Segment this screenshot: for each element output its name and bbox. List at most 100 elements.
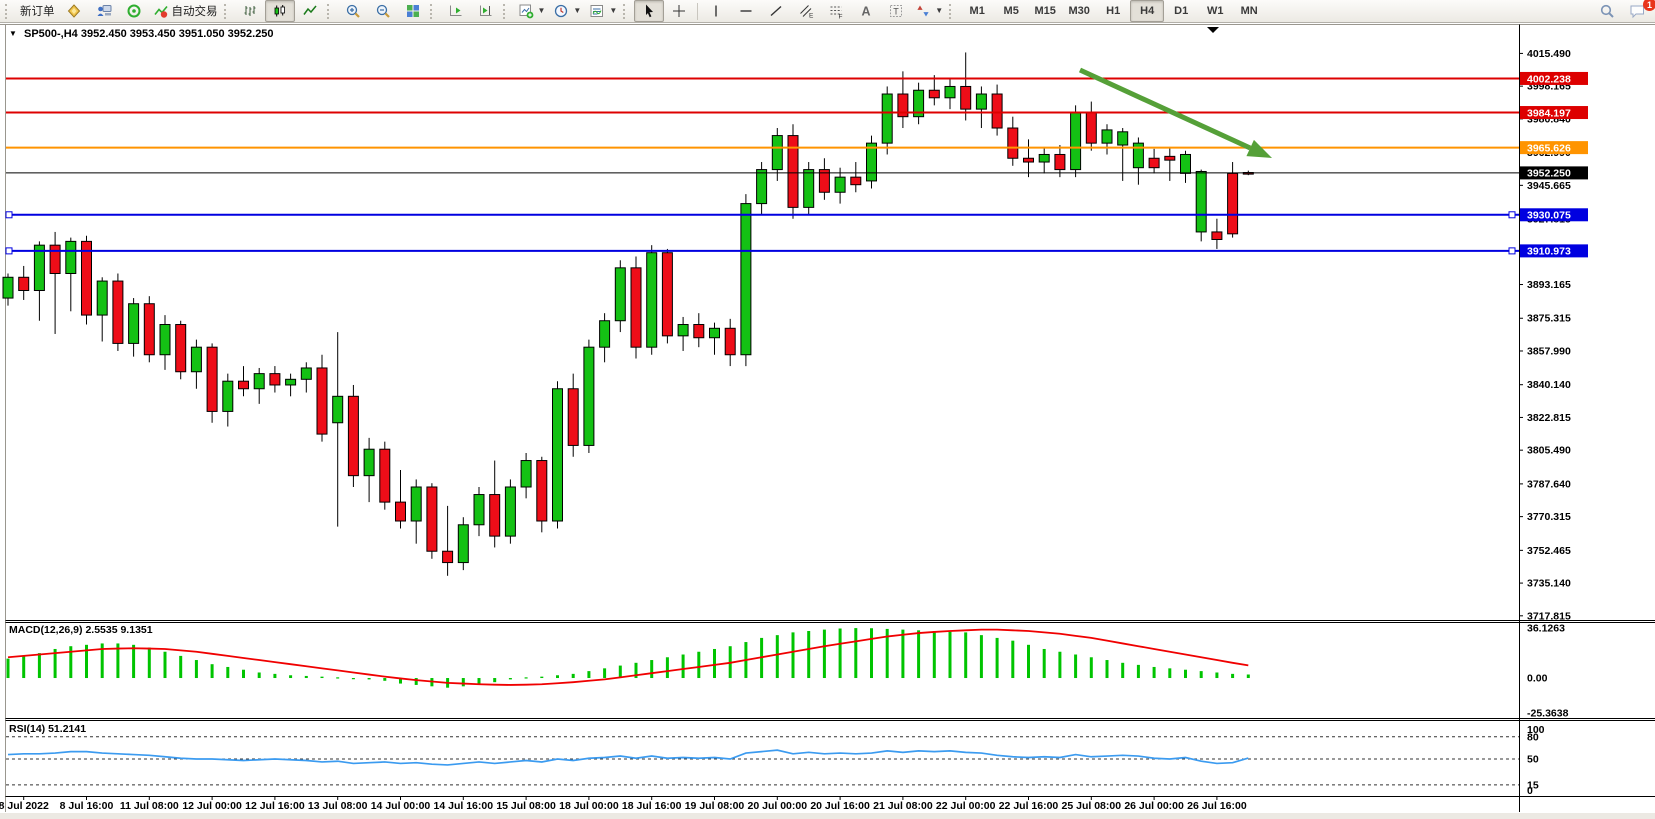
candlestick-series	[2, 52, 1254, 576]
search-icon	[1600, 4, 1614, 18]
macd-pane	[6, 628, 1250, 688]
periodicity-button[interactable]: ▼	[549, 0, 585, 22]
chart-background	[0, 23, 1655, 819]
text-tool-button[interactable]: A	[851, 0, 881, 22]
chart-title: ▼ SP500-,H4 3952.450 3953.450 3951.050 3…	[9, 28, 274, 40]
svg-text:3952.250: 3952.250	[1527, 168, 1571, 180]
clock-icon	[555, 4, 568, 18]
chat-button[interactable]: 1	[1622, 0, 1655, 22]
cursor-button[interactable]	[634, 0, 665, 22]
svg-text:100: 100	[1527, 724, 1545, 736]
arrows-tool-button[interactable]: ▼	[911, 0, 947, 22]
new-chart-button[interactable]: ▼	[514, 0, 550, 22]
horizontal-line-tool-button[interactable]	[731, 0, 761, 22]
dropdown-caret-icon: ▼	[537, 6, 546, 15]
new-order-button[interactable]: 新订单	[16, 0, 59, 22]
toolbar-drag-handle[interactable]	[326, 3, 334, 19]
svg-text:-25.3638: -25.3638	[1527, 708, 1569, 720]
bar-chart-button[interactable]	[235, 0, 265, 22]
svg-text:0.00: 0.00	[1527, 673, 1548, 685]
svg-text:3910.973: 3910.973	[1527, 246, 1571, 258]
timeframe-button-M1[interactable]: M1	[969, 5, 985, 17]
text-label-tool-button[interactable]: T	[881, 0, 911, 22]
svg-text:26 Jul 00:00: 26 Jul 00:00	[1124, 800, 1184, 812]
horizontal-line-icon	[740, 10, 752, 12]
chart-shift-button[interactable]	[471, 0, 501, 22]
toolbar-drag-handle[interactable]	[5, 3, 12, 19]
timeframe-button-M30[interactable]: M30	[1068, 5, 1090, 17]
price-badge	[1520, 208, 1588, 222]
candlestick-chart-button[interactable]	[264, 0, 295, 22]
svg-text:0: 0	[1527, 785, 1533, 797]
dropdown-caret-icon: ▼	[573, 6, 582, 15]
gold-seal-icon	[67, 4, 80, 18]
price-badge	[1520, 244, 1588, 258]
autotrading-button[interactable]: 自动交易	[149, 0, 222, 22]
toolbar-drag-handle[interactable]	[949, 3, 956, 19]
line-chart-icon	[302, 5, 317, 15]
line-handle	[1508, 211, 1516, 219]
terminal-person-icon	[97, 5, 111, 16]
text-label-icon: T	[890, 5, 903, 17]
timeframe-button-MN[interactable]: MN	[1240, 5, 1258, 17]
channel-tool-button[interactable]: E	[791, 0, 821, 22]
notification-badge: 1	[1643, 0, 1655, 11]
auto-scroll-button[interactable]	[441, 0, 471, 22]
fibonacci-tool-button[interactable]: F	[821, 0, 851, 22]
timeframe-button-D1[interactable]: D1	[1174, 5, 1189, 17]
svg-text:50: 50	[1527, 754, 1539, 766]
main-toolbar: 新订单 自动交易	[0, 0, 1655, 23]
gold-seal-button[interactable]	[59, 0, 89, 22]
line-handle	[5, 211, 13, 219]
line-chart-button[interactable]	[295, 0, 325, 22]
search-button[interactable]	[1592, 0, 1622, 22]
tile-windows-button[interactable]	[398, 0, 428, 22]
terminal-button[interactable]	[89, 0, 119, 22]
svg-text:3822.815: 3822.815	[1527, 412, 1571, 424]
svg-text:80: 80	[1527, 731, 1539, 743]
indicators-button[interactable]: ▼	[585, 0, 621, 22]
dropdown-caret-icon: ▼	[609, 6, 618, 15]
zoom-out-button[interactable]	[368, 0, 398, 22]
trendline-tool-button[interactable]	[761, 0, 791, 22]
data-center-button[interactable]	[119, 0, 149, 22]
toolbar-drag-handle[interactable]	[623, 3, 630, 19]
vertical-line-tool-button[interactable]	[701, 0, 731, 22]
price-badge	[1520, 166, 1588, 180]
vertical-line-icon	[715, 5, 717, 17]
indicators-icon	[590, 5, 604, 17]
svg-text:22 Jul 00:00: 22 Jul 00:00	[936, 800, 996, 812]
crosshair-button[interactable]	[664, 0, 694, 22]
svg-text:18 Jul 00:00: 18 Jul 00:00	[559, 800, 619, 812]
equidistant-channel-icon: E	[800, 5, 814, 19]
autotrading-icon	[153, 5, 168, 18]
svg-text:T: T	[894, 7, 900, 17]
trend-arrow-object[interactable]	[1078, 67, 1272, 158]
line-handle	[1508, 247, 1516, 255]
data-center-icon	[127, 4, 140, 18]
chart-shift-marker[interactable]	[1207, 27, 1219, 33]
rsi-pane	[6, 736, 1519, 786]
arrow-objects-icon	[917, 5, 929, 17]
zoom-in-button[interactable]	[338, 0, 368, 22]
timeframe-button-M15[interactable]: M15	[1034, 5, 1056, 17]
zoom-out-icon	[376, 4, 390, 18]
timeframe-button-H4[interactable]: H4	[1130, 0, 1165, 22]
svg-text:4002.238: 4002.238	[1527, 73, 1571, 85]
macd-indicator-label: MACD(12,26,9) 2.5535 9.1351	[9, 624, 153, 636]
svg-text:3770.315: 3770.315	[1527, 511, 1571, 523]
symbol-menu-icon[interactable]: ▼	[9, 29, 17, 38]
svg-text:3752.465: 3752.465	[1527, 545, 1571, 557]
timeframe-button-M5[interactable]: M5	[1003, 5, 1019, 17]
toolbar-drag-handle[interactable]	[223, 3, 231, 19]
svg-text:22 Jul 16:00: 22 Jul 16:00	[999, 800, 1059, 812]
timeframe-button-H1[interactable]: H1	[1106, 5, 1121, 17]
horizontal-line-objects[interactable]	[5, 77, 1519, 255]
svg-text:3735.140: 3735.140	[1527, 578, 1571, 590]
price-badges: 4002.238 3984.197 3965.626 3930.075 3910.973…	[1520, 71, 1588, 258]
timeframe-button-W1[interactable]: W1	[1206, 5, 1224, 17]
auto-scroll-icon	[449, 5, 461, 16]
toolbar-drag-handle[interactable]	[429, 3, 437, 19]
toolbar-drag-handle[interactable]	[502, 3, 510, 19]
